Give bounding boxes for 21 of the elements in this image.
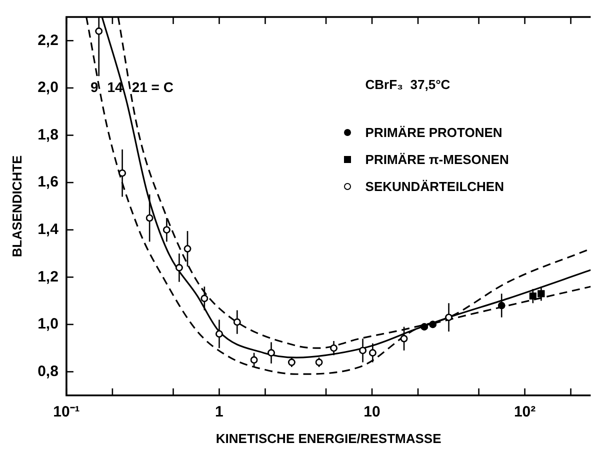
- y-tick-label: 2,0: [38, 79, 58, 96]
- legend-label: SEKUNDÄRTEILCHEN: [365, 179, 504, 194]
- y-tick-label: 1,6: [38, 174, 58, 191]
- annotation: 14: [107, 79, 123, 95]
- x-tick-label: 10: [364, 404, 380, 421]
- y-tick-label: 0,8: [38, 362, 58, 380]
- y-tick-label: 2,2: [38, 32, 58, 49]
- y-tick-label: 1,0: [38, 316, 58, 333]
- y-tick-label: 1,8: [38, 126, 58, 144]
- y-tick-label: 1,4: [38, 220, 60, 238]
- legend-label: PRIMÄRE π-MESONEN: [365, 152, 509, 167]
- annotation: 9: [90, 79, 98, 95]
- x-tick-label: 1: [215, 404, 224, 421]
- annotation: CBrF₃ 37,5°C: [365, 77, 450, 92]
- x-axis-title: KINETISCHE ENERGIE/RESTMASSE: [216, 430, 442, 446]
- x-tick-label: 10²: [514, 404, 536, 421]
- annotation: 21 = C: [132, 79, 174, 95]
- x-tick-label: 10⁻¹: [53, 404, 80, 421]
- legend-label: PRIMÄRE PROTONEN: [365, 125, 502, 140]
- y-axis-title: BLASENDICHTE: [9, 154, 24, 258]
- y-tick-label: 1,2: [38, 268, 58, 286]
